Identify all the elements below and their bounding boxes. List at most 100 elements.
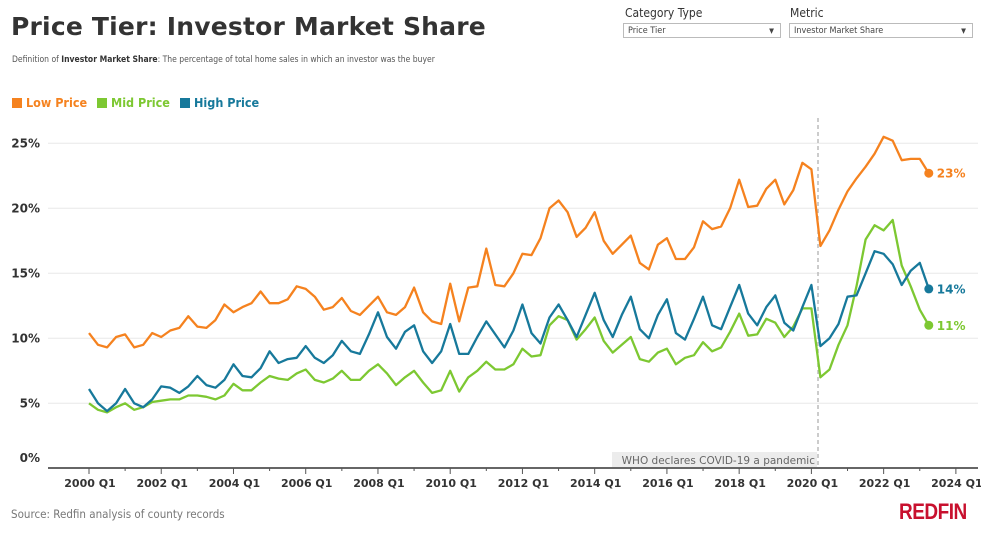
data-point-mid-price[interactable] — [241, 389, 243, 391]
data-point-low-price[interactable] — [476, 285, 478, 287]
data-point-high-price[interactable] — [422, 350, 424, 352]
data-point-high-price[interactable] — [332, 354, 334, 356]
data-point-high-price[interactable] — [783, 322, 785, 324]
data-point-high-price[interactable] — [657, 314, 659, 316]
data-point-low-price[interactable] — [259, 290, 261, 292]
data-point-high-price[interactable] — [720, 328, 722, 330]
data-point-high-price[interactable] — [919, 262, 921, 264]
data-point-mid-price[interactable] — [603, 340, 605, 342]
data-point-mid-price[interactable] — [332, 377, 334, 379]
data-point-mid-price[interactable] — [765, 318, 767, 320]
data-point-mid-price[interactable] — [350, 379, 352, 381]
data-point-low-price[interactable] — [846, 190, 848, 192]
data-point-low-price[interactable] — [449, 283, 451, 285]
data-point-mid-price[interactable] — [476, 370, 478, 372]
data-point-low-price[interactable] — [792, 189, 794, 191]
data-point-high-price[interactable] — [259, 367, 261, 369]
data-point-mid-price[interactable] — [160, 400, 162, 402]
data-point-low-price[interactable] — [377, 296, 379, 298]
data-point-low-price[interactable] — [882, 136, 884, 138]
data-point-high-price[interactable] — [431, 362, 433, 364]
data-point-mid-price[interactable] — [314, 379, 316, 381]
data-point-high-price[interactable] — [395, 348, 397, 350]
data-point-high-price[interactable] — [160, 385, 162, 387]
data-point-low-price[interactable] — [178, 327, 180, 329]
data-point-low-price[interactable] — [693, 246, 695, 248]
data-point-low-price[interactable] — [603, 240, 605, 242]
data-point-high-price[interactable] — [97, 402, 99, 404]
data-point-mid-price[interactable] — [196, 394, 198, 396]
data-point-mid-price[interactable] — [440, 389, 442, 391]
data-point-high-price[interactable] — [359, 353, 361, 355]
data-point-mid-price[interactable] — [88, 402, 90, 404]
data-point-mid-price[interactable] — [449, 370, 451, 372]
data-point-high-price[interactable] — [286, 358, 288, 360]
data-point-low-price[interactable] — [106, 346, 108, 348]
data-point-low-price[interactable] — [494, 284, 496, 286]
data-point-high-price[interactable] — [548, 316, 550, 318]
data-point-low-price[interactable] — [657, 244, 659, 246]
data-point-high-price[interactable] — [584, 314, 586, 316]
data-point-low-price[interactable] — [160, 336, 162, 338]
series-line-high-price[interactable] — [88, 250, 930, 413]
data-point-low-price[interactable] — [323, 309, 325, 311]
data-point-high-price[interactable] — [368, 333, 370, 335]
data-point-high-price[interactable] — [223, 379, 225, 381]
data-point-low-price[interactable] — [630, 234, 632, 236]
data-point-high-price[interactable] — [151, 398, 153, 400]
data-point-mid-price[interactable] — [557, 315, 559, 317]
data-point-low-price[interactable] — [801, 162, 803, 164]
data-point-low-price[interactable] — [268, 302, 270, 304]
data-point-high-price[interactable] — [846, 296, 848, 298]
legend-item-low-price[interactable]: Low Price — [12, 95, 87, 110]
data-point-high-price[interactable] — [566, 319, 568, 321]
data-point-high-price[interactable] — [575, 336, 577, 338]
data-point-low-price[interactable] — [232, 311, 234, 313]
data-point-high-price[interactable] — [864, 272, 866, 274]
data-point-high-price[interactable] — [557, 303, 559, 305]
data-point-low-price[interactable] — [350, 310, 352, 312]
data-point-low-price[interactable] — [521, 253, 523, 255]
data-point-high-price[interactable] — [476, 336, 478, 338]
data-point-low-price[interactable] — [729, 207, 731, 209]
series-line-mid-price[interactable] — [88, 218, 930, 414]
series-line-low-price[interactable] — [88, 135, 930, 349]
data-point-high-price[interactable] — [593, 292, 595, 294]
data-point-mid-price[interactable] — [810, 307, 812, 309]
data-point-mid-price[interactable] — [133, 409, 135, 411]
data-point-high-price[interactable] — [350, 350, 352, 352]
data-point-high-price[interactable] — [305, 345, 307, 347]
data-point-mid-price[interactable] — [919, 309, 921, 311]
data-point-mid-price[interactable] — [305, 368, 307, 370]
data-point-low-price[interactable] — [864, 166, 866, 168]
data-point-mid-price[interactable] — [693, 354, 695, 356]
data-point-low-price[interactable] — [151, 332, 153, 334]
data-point-high-price[interactable] — [530, 332, 532, 334]
data-point-low-price[interactable] — [738, 179, 740, 181]
data-point-high-price[interactable] — [521, 303, 523, 305]
data-point-low-price[interactable] — [901, 159, 903, 161]
data-point-high-price[interactable] — [855, 294, 857, 296]
data-point-low-price[interactable] — [666, 237, 668, 239]
data-point-mid-price[interactable] — [277, 377, 279, 379]
data-point-high-price[interactable] — [774, 294, 776, 296]
data-point-high-price[interactable] — [341, 340, 343, 342]
data-point-high-price[interactable] — [693, 318, 695, 320]
data-point-low-price[interactable] — [404, 306, 406, 308]
data-point-high-price[interactable] — [377, 311, 379, 313]
data-point-low-price[interactable] — [314, 296, 316, 298]
data-point-low-price[interactable] — [458, 320, 460, 322]
data-point-low-price[interactable] — [97, 344, 99, 346]
data-point-mid-price[interactable] — [612, 351, 614, 353]
data-point-mid-price[interactable] — [648, 361, 650, 363]
data-point-mid-price[interactable] — [756, 333, 758, 335]
data-point-high-price[interactable] — [178, 392, 180, 394]
data-point-low-price[interactable] — [503, 285, 505, 287]
data-point-mid-price[interactable] — [223, 394, 225, 396]
data-point-low-price[interactable] — [241, 306, 243, 308]
data-point-mid-price[interactable] — [747, 335, 749, 337]
data-point-high-price[interactable] — [232, 363, 234, 365]
data-point-low-price[interactable] — [557, 199, 559, 201]
data-point-low-price[interactable] — [286, 298, 288, 300]
data-point-high-price[interactable] — [485, 320, 487, 322]
